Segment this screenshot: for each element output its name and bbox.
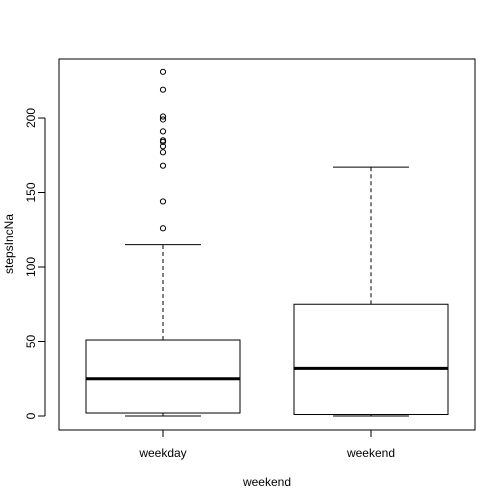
y-tick-label: 150 [24, 182, 38, 202]
box-body [85, 339, 241, 414]
y-axis: 0 50 100 150 200 [24, 108, 46, 419]
outlier-point [159, 86, 167, 93]
x-axis: weekday weekend [138, 429, 395, 460]
y-tick-label: 0 [24, 412, 38, 419]
outlier-point [159, 137, 167, 144]
y-tick-label: 200 [24, 108, 38, 128]
outlier-point [159, 68, 167, 75]
x-tick-label: weekday [138, 446, 186, 460]
x-tick-label: weekend [346, 446, 395, 460]
outlier-point [159, 116, 167, 123]
outlier-point [159, 143, 167, 150]
y-tick-label: 100 [24, 257, 38, 277]
outlier-point [159, 198, 167, 205]
y-axis-title: stepsIncNa [2, 214, 16, 274]
box-group [85, 68, 449, 417]
box-weekend [293, 166, 449, 417]
y-tick-label: 50 [24, 335, 38, 349]
outlier-point [159, 162, 167, 169]
outlier-point [159, 149, 167, 156]
outlier-point [159, 225, 167, 232]
outlier-point [159, 128, 167, 135]
outlier-point [159, 113, 167, 120]
x-axis-title: weekend [242, 475, 291, 489]
box-weekday [85, 68, 241, 417]
box-body [293, 303, 449, 416]
